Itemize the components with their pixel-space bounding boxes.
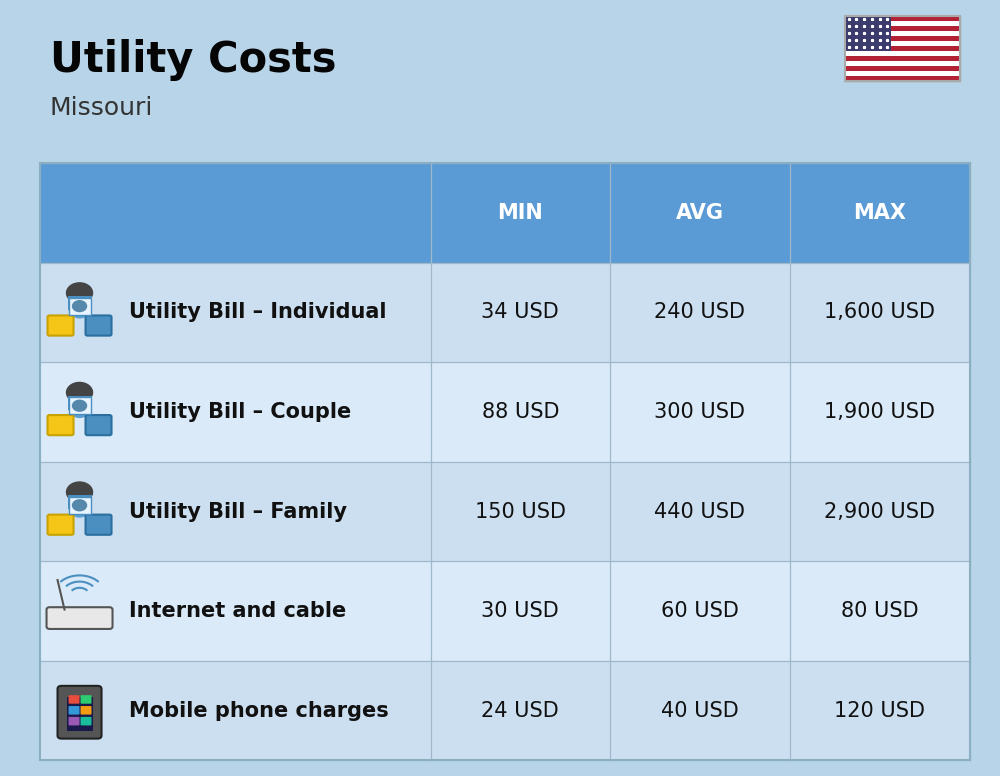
Text: Internet and cable: Internet and cable [129,601,346,621]
Text: MAX: MAX [853,203,906,223]
FancyBboxPatch shape [68,396,92,410]
FancyBboxPatch shape [845,51,960,56]
FancyBboxPatch shape [790,163,969,262]
FancyBboxPatch shape [610,163,790,262]
FancyBboxPatch shape [845,76,960,81]
FancyBboxPatch shape [845,71,960,76]
FancyBboxPatch shape [68,296,92,310]
FancyBboxPatch shape [69,695,80,704]
FancyBboxPatch shape [48,514,74,535]
FancyBboxPatch shape [845,36,960,41]
Text: Utility Bill – Individual: Utility Bill – Individual [129,303,387,322]
Circle shape [67,282,93,303]
FancyBboxPatch shape [40,163,119,262]
Circle shape [67,482,93,502]
Text: 150 USD: 150 USD [475,501,566,521]
Text: 80 USD: 80 USD [841,601,918,621]
Text: AVG: AVG [676,203,724,223]
FancyBboxPatch shape [48,415,74,435]
FancyBboxPatch shape [40,462,970,561]
Text: 440 USD: 440 USD [654,501,745,521]
Text: 120 USD: 120 USD [834,701,925,721]
Text: 240 USD: 240 USD [654,303,745,322]
FancyBboxPatch shape [40,262,970,362]
FancyBboxPatch shape [69,706,80,715]
Text: 34 USD: 34 USD [481,303,559,322]
Text: MIN: MIN [497,203,543,223]
Circle shape [70,302,90,317]
FancyBboxPatch shape [81,706,92,715]
FancyBboxPatch shape [431,163,610,262]
FancyBboxPatch shape [119,163,431,262]
FancyBboxPatch shape [845,31,960,36]
Text: 1,600 USD: 1,600 USD [824,303,935,322]
FancyBboxPatch shape [40,561,970,661]
FancyBboxPatch shape [845,41,960,46]
FancyBboxPatch shape [845,26,960,31]
FancyBboxPatch shape [81,695,92,704]
FancyBboxPatch shape [69,297,91,314]
Text: 2,900 USD: 2,900 USD [824,501,935,521]
FancyBboxPatch shape [845,46,960,51]
FancyBboxPatch shape [845,16,960,81]
FancyBboxPatch shape [845,16,891,51]
Circle shape [70,501,90,517]
FancyBboxPatch shape [845,66,960,71]
Text: Mobile phone charges: Mobile phone charges [129,701,389,721]
FancyBboxPatch shape [67,697,93,731]
Text: Utility Costs: Utility Costs [50,40,336,81]
Text: 60 USD: 60 USD [661,601,739,621]
FancyBboxPatch shape [47,607,113,629]
FancyBboxPatch shape [69,717,80,726]
FancyBboxPatch shape [845,16,960,21]
Text: 30 USD: 30 USD [481,601,559,621]
FancyBboxPatch shape [48,315,74,335]
Text: 1,900 USD: 1,900 USD [824,402,935,422]
FancyBboxPatch shape [86,315,112,335]
FancyBboxPatch shape [845,61,960,66]
FancyBboxPatch shape [69,397,91,414]
Text: 40 USD: 40 USD [661,701,739,721]
Circle shape [67,383,93,403]
FancyBboxPatch shape [40,661,970,760]
Text: 300 USD: 300 USD [654,402,745,422]
Text: Utility Bill – Family: Utility Bill – Family [129,501,347,521]
FancyBboxPatch shape [58,686,102,739]
FancyBboxPatch shape [81,717,92,726]
Text: 24 USD: 24 USD [481,701,559,721]
FancyBboxPatch shape [845,56,960,61]
FancyBboxPatch shape [86,415,112,435]
Circle shape [73,300,87,311]
FancyBboxPatch shape [68,495,92,509]
Circle shape [70,402,90,417]
Circle shape [73,500,87,511]
Circle shape [73,400,87,411]
FancyBboxPatch shape [86,514,112,535]
FancyBboxPatch shape [845,21,960,26]
Text: Missouri: Missouri [50,96,153,120]
Text: Utility Bill – Couple: Utility Bill – Couple [129,402,351,422]
Text: 88 USD: 88 USD [482,402,559,422]
FancyBboxPatch shape [40,362,970,462]
FancyBboxPatch shape [69,497,91,514]
